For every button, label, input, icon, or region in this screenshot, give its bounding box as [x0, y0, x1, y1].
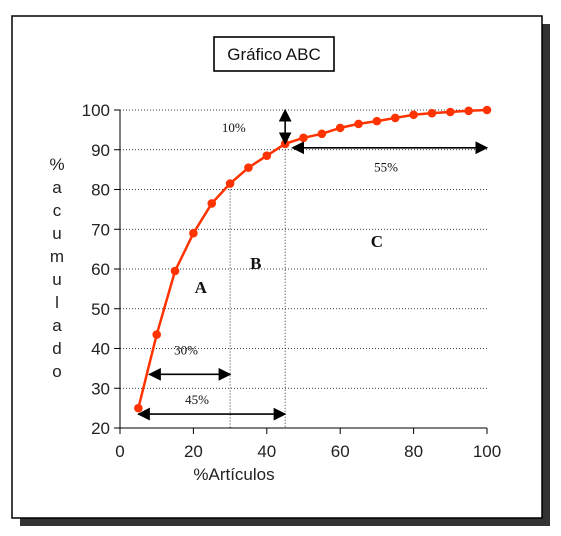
annotation-label: 45%: [185, 392, 209, 407]
y-tick-label: 50: [91, 300, 110, 319]
y-axis-label-char: c: [53, 201, 62, 220]
y-tick-label: 80: [91, 181, 110, 200]
data-point: [446, 107, 455, 117]
data-point: [464, 106, 473, 116]
annotation-label: 10%: [222, 120, 246, 135]
zone-label-b: B: [250, 254, 261, 273]
y-tick-label: 90: [91, 141, 110, 160]
zone-label-a: A: [195, 278, 208, 297]
y-axis-label-char: l: [55, 293, 59, 312]
data-point: [409, 110, 418, 120]
y-tick-label: 70: [91, 220, 110, 239]
annotation-label: 30%: [174, 342, 198, 357]
y-tick-label: 100: [82, 101, 110, 120]
y-axis-label-char: m: [50, 247, 64, 266]
data-point: [207, 199, 217, 208]
data-point: [390, 113, 400, 123]
x-tick-label: 60: [331, 442, 350, 461]
data-point: [134, 403, 143, 413]
x-tick-label: 20: [184, 442, 203, 461]
x-tick-label: 40: [257, 442, 276, 461]
chart-title-box: [213, 36, 335, 72]
y-axis-label-char: a: [52, 178, 62, 197]
data-point: [189, 228, 198, 238]
y-axis-label-char: u: [52, 224, 61, 243]
data-point: [372, 116, 382, 126]
x-tick-label: 100: [473, 442, 501, 461]
data-point: [262, 151, 272, 161]
y-axis-label-char: u: [52, 270, 61, 289]
y-axis-label-char: o: [52, 362, 61, 381]
annotation-label: 55%: [374, 160, 398, 175]
y-axis-label-char: d: [52, 339, 61, 358]
data-point: [335, 123, 345, 133]
y-tick-label: 20: [91, 419, 110, 438]
axes: 20 30 40 50 60 70 80 90 100 0 20 40 60 80 100: [82, 101, 502, 461]
chart-title: Gráfico ABC: [227, 45, 321, 64]
zone-label-c: C: [371, 232, 383, 251]
y-tick-label: 30: [91, 379, 110, 398]
data-point: [244, 163, 253, 172]
chart-frame: [11, 15, 543, 519]
data-point: [427, 108, 437, 118]
data-point: [299, 133, 308, 143]
data-point: [225, 179, 235, 188]
data-point: [170, 266, 180, 276]
x-tick-label: 0: [115, 442, 124, 461]
y-axis-label-char: %: [49, 155, 64, 174]
annotations: A B C 10% 55% 30% 45%: [137, 108, 489, 421]
y-axis-label-char: a: [52, 316, 62, 335]
x-tick-label: 80: [404, 442, 423, 461]
data-point: [354, 119, 363, 129]
y-tick-label: 40: [91, 340, 110, 359]
data-point: [317, 129, 327, 139]
y-tick-label: 60: [91, 260, 110, 279]
data-point: [482, 105, 492, 115]
x-axis-label: %Artículos: [193, 465, 274, 484]
data-point: [152, 330, 161, 339]
